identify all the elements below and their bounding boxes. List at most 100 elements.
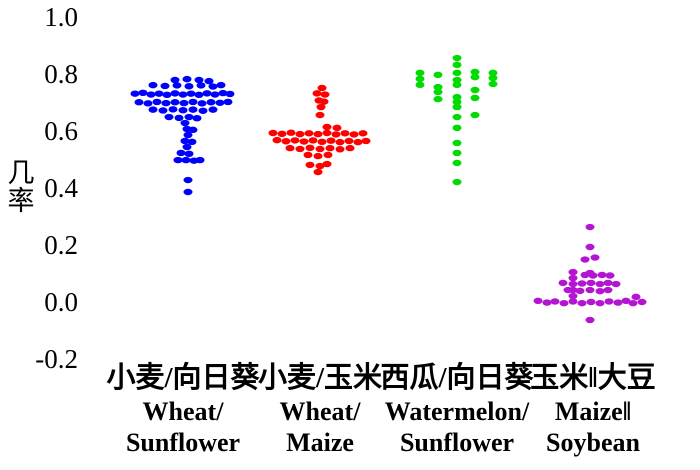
data-point xyxy=(194,76,204,84)
data-point xyxy=(452,149,462,157)
data-point xyxy=(143,100,153,107)
data-point xyxy=(595,287,605,295)
x-category-maize-soybean: 玉米‖大豆 Maize‖ Soybean xyxy=(493,360,693,458)
data-point xyxy=(313,168,323,176)
x-category-label-en1: Wheat/ xyxy=(142,397,224,426)
data-point xyxy=(577,299,587,307)
data-point xyxy=(470,68,480,76)
data-point xyxy=(452,61,462,69)
data-point xyxy=(452,98,462,106)
data-point xyxy=(335,146,345,153)
data-point xyxy=(134,99,144,106)
data-point xyxy=(470,86,480,94)
data-point xyxy=(542,299,552,306)
data-point xyxy=(631,293,641,301)
data-point xyxy=(335,138,345,146)
data-point xyxy=(315,111,325,119)
data-point xyxy=(470,111,480,119)
data-point xyxy=(558,279,568,287)
data-point xyxy=(148,81,158,89)
data-point xyxy=(162,91,172,99)
data-point xyxy=(182,143,192,151)
data-point xyxy=(187,138,197,146)
data-point xyxy=(170,76,180,84)
data-point xyxy=(218,89,228,97)
data-point xyxy=(206,99,216,106)
data-point xyxy=(452,54,462,62)
data-point xyxy=(597,271,607,279)
data-point xyxy=(268,129,278,137)
data-point xyxy=(186,90,196,97)
y-tick-neg-0.2: -0.2 xyxy=(35,344,78,374)
data-point xyxy=(188,126,198,134)
data-point xyxy=(488,74,498,82)
data-point xyxy=(628,299,638,307)
y-tick-0.6: 0.6 xyxy=(44,116,78,146)
data-point xyxy=(568,268,578,276)
data-point xyxy=(433,71,443,79)
data-point xyxy=(183,176,193,184)
data-point xyxy=(604,298,614,305)
y-tick-1.0: 1.0 xyxy=(44,2,78,32)
data-point xyxy=(605,272,615,279)
data-point xyxy=(590,254,600,261)
data-point xyxy=(568,298,578,305)
x-category-label-en2: Maize xyxy=(286,428,354,457)
data-point xyxy=(176,149,186,157)
data-point xyxy=(154,90,164,97)
data-point xyxy=(285,144,295,152)
data-point xyxy=(184,150,194,157)
data-point xyxy=(603,286,613,294)
data-point xyxy=(181,156,191,164)
y-tick-0.8: 0.8 xyxy=(44,59,78,89)
data-point xyxy=(452,124,462,132)
data-point xyxy=(272,136,282,144)
data-point xyxy=(470,73,480,81)
data-point xyxy=(180,137,190,145)
data-point xyxy=(295,130,305,138)
data-point xyxy=(183,131,193,139)
data-point xyxy=(308,137,318,144)
data-point xyxy=(184,83,194,90)
data-point xyxy=(452,81,462,89)
data-point xyxy=(603,279,613,287)
data-point xyxy=(586,298,596,306)
data-point xyxy=(180,119,190,127)
data-point xyxy=(172,82,182,89)
data-point xyxy=(559,299,569,307)
data-point xyxy=(433,83,443,91)
data-point xyxy=(286,129,296,136)
data-point xyxy=(568,280,578,288)
y-tick-0.4: 0.4 xyxy=(44,173,78,203)
data-point xyxy=(585,223,595,231)
data-point xyxy=(588,272,598,279)
data-point xyxy=(550,298,560,305)
data-point xyxy=(299,138,309,145)
data-point xyxy=(568,274,578,282)
data-point xyxy=(331,131,341,138)
data-point xyxy=(173,156,183,164)
data-point xyxy=(340,130,350,137)
data-point xyxy=(488,69,498,77)
data-point xyxy=(415,81,425,89)
data-point xyxy=(208,106,218,113)
data-point xyxy=(202,90,212,97)
data-point xyxy=(170,99,180,106)
data-point xyxy=(580,256,590,263)
x-category-watermelon-sunflower: 西瓜/向日葵 Watermelon/ Sunflower xyxy=(357,360,557,458)
data-point xyxy=(433,95,443,103)
data-point xyxy=(613,299,623,306)
data-point xyxy=(637,298,647,306)
data-point xyxy=(192,114,202,122)
data-point xyxy=(315,162,325,170)
data-point xyxy=(452,113,462,121)
data-point xyxy=(188,98,198,106)
data-point xyxy=(152,98,162,106)
data-point xyxy=(349,131,359,138)
x-category-wheat-sunflower: 小麦/向日葵 Wheat/ Sunflower xyxy=(83,360,283,458)
data-point xyxy=(178,106,188,114)
data-point xyxy=(160,82,170,90)
data-point xyxy=(611,280,621,288)
data-point xyxy=(184,113,194,121)
x-category-label-en1: Watermelon/ xyxy=(384,397,530,426)
